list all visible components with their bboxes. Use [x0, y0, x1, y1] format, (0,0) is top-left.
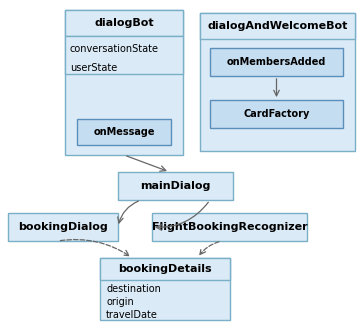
- Bar: [210, 48, 343, 76]
- Text: dialogAndWelcomeBot: dialogAndWelcomeBot: [207, 21, 348, 31]
- Text: origin: origin: [106, 297, 134, 307]
- Bar: [77, 119, 171, 145]
- Text: onMembersAdded: onMembersAdded: [227, 57, 326, 67]
- Bar: [8, 213, 118, 241]
- Bar: [118, 172, 233, 200]
- Bar: [65, 10, 183, 36]
- Bar: [65, 10, 183, 155]
- Text: travelDate: travelDate: [106, 310, 158, 320]
- Bar: [200, 13, 355, 39]
- Text: CardFactory: CardFactory: [243, 109, 310, 119]
- Text: conversationState: conversationState: [70, 44, 159, 54]
- Text: FlightBookingRecognizer: FlightBookingRecognizer: [152, 222, 307, 232]
- Text: mainDialog: mainDialog: [140, 181, 211, 191]
- Text: dialogBot: dialogBot: [94, 18, 154, 28]
- Bar: [210, 100, 343, 128]
- Text: destination: destination: [106, 284, 161, 294]
- Text: bookingDetails: bookingDetails: [118, 264, 212, 274]
- Bar: [65, 36, 183, 74]
- Bar: [200, 13, 355, 151]
- Bar: [152, 213, 307, 241]
- Bar: [100, 258, 230, 320]
- Bar: [100, 258, 230, 280]
- Text: userState: userState: [70, 63, 117, 73]
- Text: bookingDialog: bookingDialog: [18, 222, 108, 232]
- Text: onMessage: onMessage: [93, 127, 155, 137]
